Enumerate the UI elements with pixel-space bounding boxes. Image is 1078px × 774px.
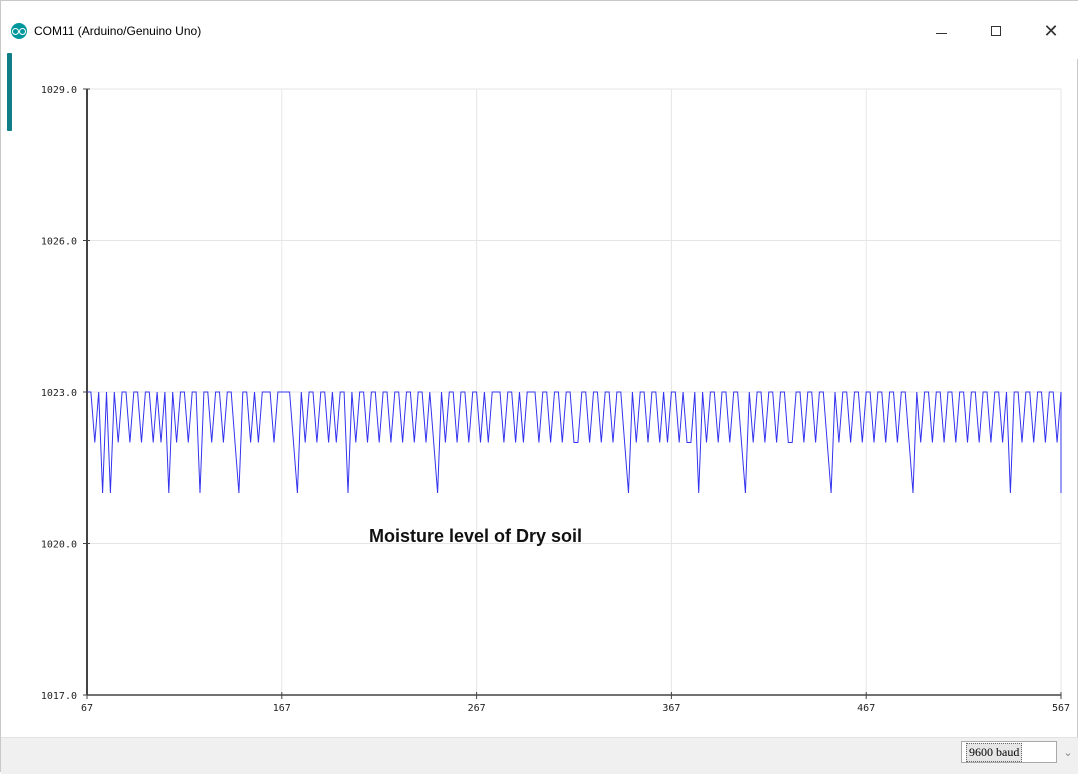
close-button[interactable]: ✕	[1028, 11, 1074, 51]
y-tick-label: 1017.0	[41, 691, 77, 702]
side-accent-bar	[7, 53, 12, 131]
window-title: COM11 (Arduino/Genuino Uno)	[34, 24, 202, 38]
close-icon: ✕	[1043, 21, 1059, 41]
baud-rate-value: 9600 baud	[966, 742, 1023, 762]
maximize-button[interactable]	[973, 11, 1019, 51]
serial-plot-chart: 1017.0 1020.0 1023.0 1026.0 1029.0 67 167 267 36…	[41, 85, 1070, 714]
x-tick-label: 167	[273, 703, 291, 714]
x-tick-label: 67	[81, 703, 93, 714]
bottom-toolbar	[1, 737, 1078, 774]
maximize-icon	[991, 26, 1001, 36]
minimize-icon	[935, 32, 947, 34]
x-tick-label: 567	[1052, 703, 1070, 714]
x-tick-label: 267	[468, 703, 486, 714]
y-tick-label: 1029.0	[41, 85, 77, 96]
y-tick-label: 1023.0	[41, 388, 77, 399]
y-tick-label: 1026.0	[41, 237, 77, 248]
moisture-series-line	[87, 391, 1062, 494]
minimize-button[interactable]	[918, 11, 964, 51]
title-bar[interactable]: COM11 (Arduino/Genuino Uno) ✕	[1, 1, 1078, 59]
x-tick-label: 467	[857, 703, 875, 714]
y-tick-label: 1020.0	[41, 540, 77, 551]
chart-annotation: Moisture level of Dry soil	[369, 526, 582, 546]
arduino-logo-icon	[11, 23, 27, 39]
baud-rate-select[interactable]: 9600 baud	[961, 741, 1057, 763]
chevron-down-icon[interactable]: ⌄	[1063, 746, 1073, 759]
x-tick-label: 367	[662, 703, 680, 714]
